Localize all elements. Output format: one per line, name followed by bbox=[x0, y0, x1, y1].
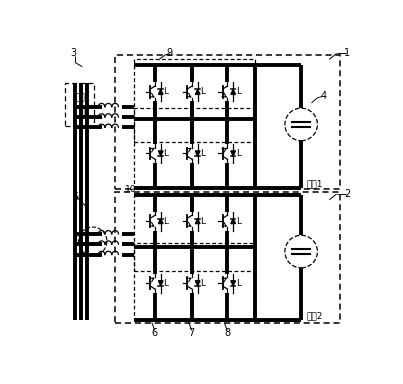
Polygon shape bbox=[158, 281, 163, 286]
Text: L: L bbox=[236, 279, 241, 288]
Polygon shape bbox=[231, 281, 235, 286]
Text: 模块1: 模块1 bbox=[306, 179, 323, 188]
Polygon shape bbox=[195, 151, 200, 156]
Text: 6: 6 bbox=[152, 328, 158, 338]
Polygon shape bbox=[158, 89, 163, 94]
Bar bbox=[64, 83, 94, 126]
Bar bbox=[134, 60, 256, 142]
Text: L: L bbox=[236, 88, 241, 96]
Text: L: L bbox=[164, 88, 168, 96]
Polygon shape bbox=[195, 281, 200, 286]
Polygon shape bbox=[158, 151, 163, 156]
Text: 2: 2 bbox=[344, 189, 350, 199]
Polygon shape bbox=[195, 218, 200, 223]
Bar bbox=[115, 55, 340, 189]
Text: 4: 4 bbox=[320, 91, 326, 101]
Polygon shape bbox=[158, 218, 163, 223]
Text: 3: 3 bbox=[71, 48, 77, 58]
Text: 5: 5 bbox=[72, 192, 78, 202]
Text: 模块2: 模块2 bbox=[306, 311, 323, 320]
Text: L: L bbox=[164, 149, 168, 158]
Text: L: L bbox=[201, 149, 206, 158]
Text: L: L bbox=[201, 279, 206, 288]
Bar bbox=[134, 108, 256, 188]
Text: 三相: 三相 bbox=[74, 94, 85, 103]
Text: 10: 10 bbox=[125, 185, 137, 194]
Text: L: L bbox=[164, 217, 168, 226]
Text: 9: 9 bbox=[166, 48, 172, 58]
Text: L: L bbox=[236, 149, 241, 158]
Text: L: L bbox=[164, 279, 168, 288]
Bar bbox=[134, 243, 256, 319]
Text: 1: 1 bbox=[344, 48, 350, 58]
Text: L: L bbox=[201, 88, 206, 96]
Text: L: L bbox=[201, 217, 206, 226]
Polygon shape bbox=[231, 218, 235, 223]
Polygon shape bbox=[231, 89, 235, 94]
Text: L: L bbox=[236, 217, 241, 226]
Bar bbox=[134, 194, 256, 271]
Bar bbox=[115, 192, 340, 323]
Polygon shape bbox=[195, 89, 200, 94]
Text: 电网: 电网 bbox=[74, 109, 85, 118]
Text: 7: 7 bbox=[189, 328, 195, 338]
Polygon shape bbox=[231, 151, 235, 156]
Text: 8: 8 bbox=[224, 328, 230, 338]
